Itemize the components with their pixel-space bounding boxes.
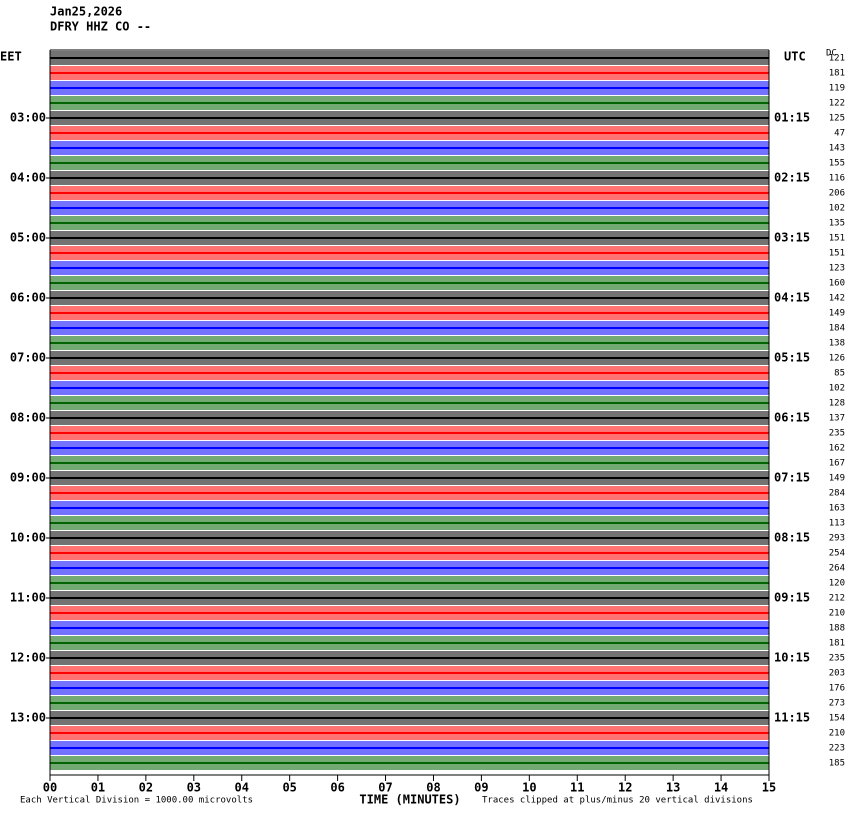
dc-offset: 273 [829, 699, 845, 709]
left-time-label: 06:00 [10, 291, 46, 305]
left-time-label: 10:00 [10, 531, 46, 545]
dc-offset: 125 [829, 114, 845, 124]
dc-offset: 210 [829, 609, 845, 619]
dc-offset: 254 [829, 549, 845, 559]
dc-offset: 138 [829, 339, 845, 349]
chart-subtitle: DFRY HHZ CO -- [50, 20, 151, 34]
x-tick-label: 01 [91, 781, 105, 795]
left-time-label: 09:00 [10, 471, 46, 485]
dc-offset: 185 [829, 759, 845, 769]
right-time-label: 01:15 [774, 111, 810, 125]
dc-header: DC [826, 49, 837, 59]
x-tick-label: 11 [570, 781, 584, 795]
x-tick-label: 08 [426, 781, 440, 795]
scale-note: Each Vertical Division = 1000.00 microvo… [20, 796, 253, 806]
right-time-label: 09:15 [774, 591, 810, 605]
dc-offset: 143 [829, 144, 845, 154]
dc-offset: 102 [829, 204, 845, 214]
dc-offset: 203 [829, 669, 845, 679]
right-time-label: 07:15 [774, 471, 810, 485]
dc-offset: 126 [829, 354, 845, 364]
dc-offset: 163 [829, 504, 845, 514]
right-time-label: 02:15 [774, 171, 810, 185]
left-time-label: 08:00 [10, 411, 46, 425]
dc-offset: 151 [829, 234, 845, 244]
dc-offset: 119 [829, 84, 845, 94]
dc-offset: 154 [829, 714, 845, 724]
dc-offset: 212 [829, 594, 845, 604]
x-tick-label: 06 [330, 781, 344, 795]
dc-offset: 181 [829, 69, 845, 79]
x-tick-label: 10 [522, 781, 536, 795]
x-tick-label: 13 [666, 781, 680, 795]
x-tick-label: 03 [187, 781, 201, 795]
dc-offset: 121 [829, 54, 845, 64]
dc-offset: 184 [829, 324, 845, 334]
x-tick-label: 14 [714, 781, 728, 795]
dc-offset: 188 [829, 624, 845, 634]
dc-offset: 264 [829, 564, 845, 574]
dc-offset: 284 [829, 489, 845, 499]
left-time-label: 04:00 [10, 171, 46, 185]
left-time-label: 13:00 [10, 711, 46, 725]
dc-offset: 235 [829, 654, 845, 664]
chart-title: Jan25,2026 [50, 5, 122, 19]
right-time-label: 03:15 [774, 231, 810, 245]
dc-offset: 162 [829, 444, 845, 454]
x-tick-label: 05 [282, 781, 296, 795]
dc-offset: 206 [829, 189, 845, 199]
left-time-label: 03:00 [10, 111, 46, 125]
x-tick-label: 00 [43, 781, 57, 795]
dc-offset: 167 [829, 459, 845, 469]
left-time-label: 11:00 [10, 591, 46, 605]
dc-offset: 116 [829, 174, 845, 184]
dc-offset: 128 [829, 399, 845, 409]
right-time-label: 05:15 [774, 351, 810, 365]
x-tick-label: 07 [378, 781, 392, 795]
dc-offset: 160 [829, 279, 845, 289]
x-tick-label: 02 [139, 781, 153, 795]
dc-offset: 137 [829, 414, 845, 424]
x-axis-label: TIME (MINUTES) [359, 793, 460, 807]
dc-offset: 102 [829, 384, 845, 394]
dc-offset: 293 [829, 534, 845, 544]
dc-offset: 142 [829, 294, 845, 304]
x-tick-label: 12 [618, 781, 632, 795]
x-tick-label: 09 [474, 781, 488, 795]
right-time-label: 04:15 [774, 291, 810, 305]
left-time-label: 05:00 [10, 231, 46, 245]
right-time-label: 08:15 [774, 531, 810, 545]
right-time-label: 10:15 [774, 651, 810, 665]
dc-offset: 155 [829, 159, 845, 169]
dc-offset: 210 [829, 729, 845, 739]
dc-offset: 123 [829, 264, 845, 274]
left-zone: EET [0, 50, 22, 64]
dc-offset: 176 [829, 684, 845, 694]
right-zone: UTC [784, 50, 806, 64]
dc-offset: 181 [829, 639, 845, 649]
dc-offset: 235 [829, 429, 845, 439]
x-tick-label: 04 [235, 781, 249, 795]
dc-offset: 122 [829, 99, 845, 109]
left-time-label: 07:00 [10, 351, 46, 365]
dc-offset: 151 [829, 249, 845, 259]
dc-offset: 223 [829, 744, 845, 754]
right-time-label: 06:15 [774, 411, 810, 425]
dc-offset: 113 [829, 519, 845, 529]
dc-offset: 149 [829, 474, 845, 484]
dc-offset: 149 [829, 309, 845, 319]
dc-offset: 120 [829, 579, 845, 589]
left-time-label: 12:00 [10, 651, 46, 665]
dc-offset: 85 [834, 369, 845, 379]
dc-offset: 47 [834, 129, 845, 139]
dc-offset: 135 [829, 219, 845, 229]
x-tick-label: 15 [762, 781, 776, 795]
clip-note: Traces clipped at plus/minus 20 vertical… [482, 796, 753, 806]
right-time-label: 11:15 [774, 711, 810, 725]
